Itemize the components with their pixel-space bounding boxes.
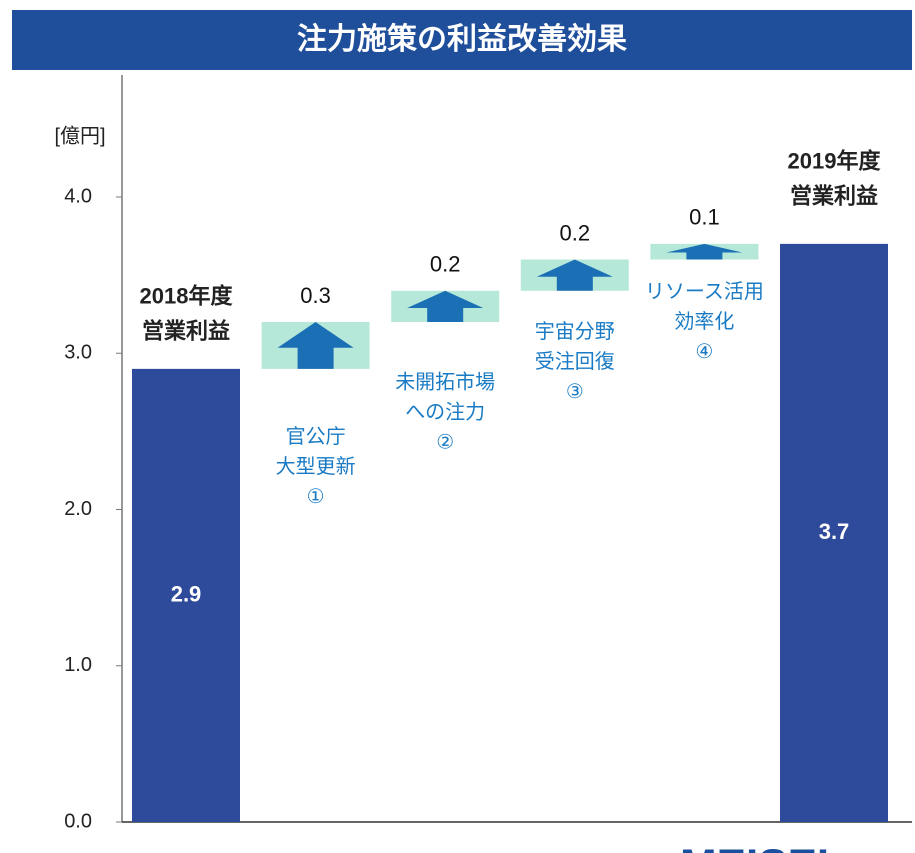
bar xyxy=(780,243,888,822)
arrow xyxy=(277,322,354,369)
category-label: 2018年度 xyxy=(140,284,234,309)
category-label: 未開拓市場 xyxy=(395,370,495,393)
category-label: への注力 xyxy=(405,400,485,423)
y-tick-label: 3.0 xyxy=(64,342,92,364)
category-label: 受注回復 xyxy=(535,350,615,373)
y-tick-label: 0.0 xyxy=(64,810,92,832)
category-label: 大型更新 xyxy=(276,455,356,478)
category-label: ④ xyxy=(695,341,713,363)
arrow xyxy=(666,243,743,260)
arrow xyxy=(407,290,484,322)
category-label: 効率化 xyxy=(674,310,734,333)
category-label: 営業利益 xyxy=(790,184,878,209)
value-label: 0.2 xyxy=(560,220,591,245)
category-label: 官公庁 xyxy=(286,425,346,448)
y-tick-label: 2.0 xyxy=(64,498,92,520)
value-label: 2.9 xyxy=(171,581,202,606)
arrow xyxy=(536,259,613,291)
category-label: 2019年度 xyxy=(788,149,882,174)
category-label: ② xyxy=(436,431,454,453)
category-label: ③ xyxy=(566,381,584,403)
chart-title: 注力施策の利益改善効果 xyxy=(297,22,627,56)
value-label: 3.7 xyxy=(819,519,850,544)
value-label: 0.1 xyxy=(689,205,720,230)
y-tick-label: 1.0 xyxy=(64,654,92,676)
category-label: ① xyxy=(307,486,325,508)
category-label: 宇宙分野 xyxy=(535,320,615,343)
bar xyxy=(132,368,240,822)
y-tick-label: 4.0 xyxy=(64,185,92,207)
category-label: リソース活用 xyxy=(645,280,764,303)
category-label: 営業利益 xyxy=(142,319,230,344)
value-label: 0.3 xyxy=(300,283,331,308)
unit-label: [億円] xyxy=(54,124,105,147)
title-banner xyxy=(12,10,912,70)
logo: MEISEI xyxy=(680,841,829,853)
value-label: 0.2 xyxy=(430,252,461,277)
